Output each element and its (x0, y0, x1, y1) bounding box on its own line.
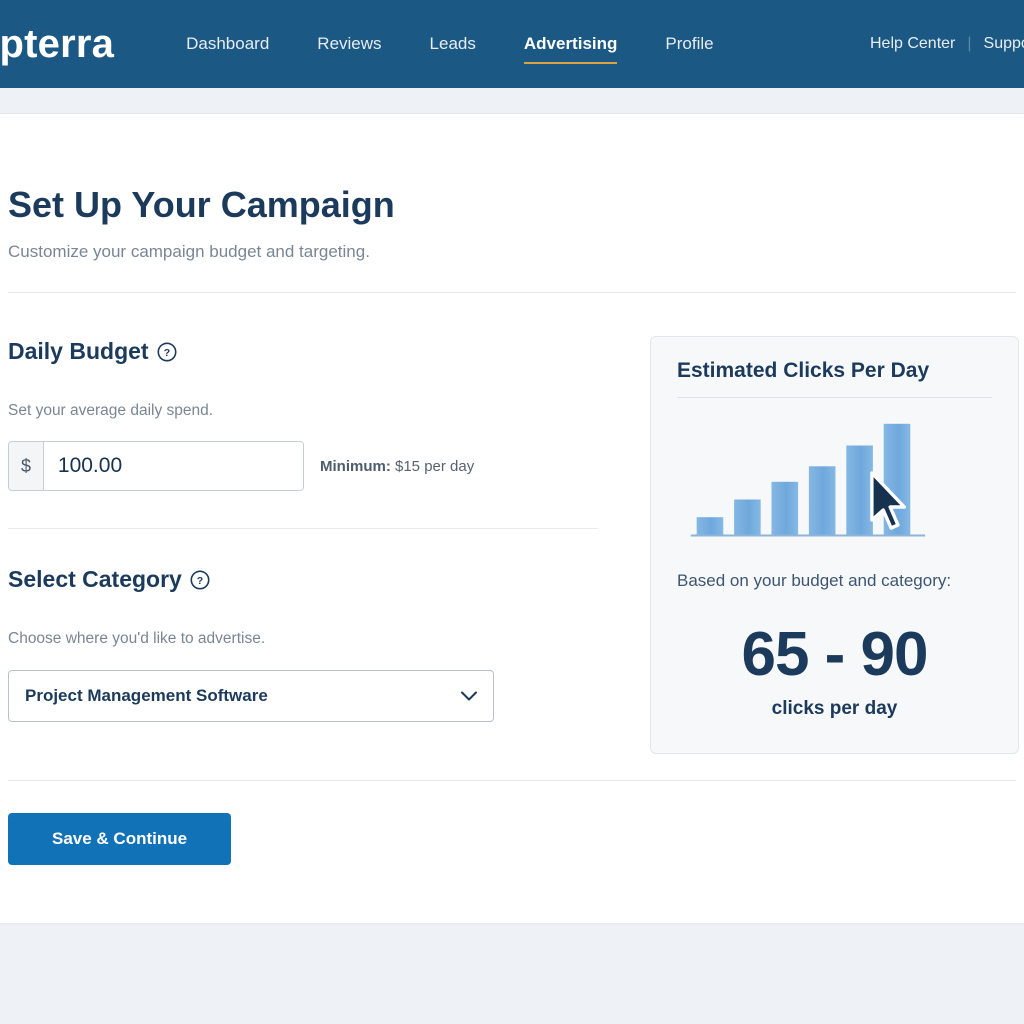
svg-text:?: ? (163, 347, 169, 359)
svg-text:?: ? (197, 575, 203, 587)
